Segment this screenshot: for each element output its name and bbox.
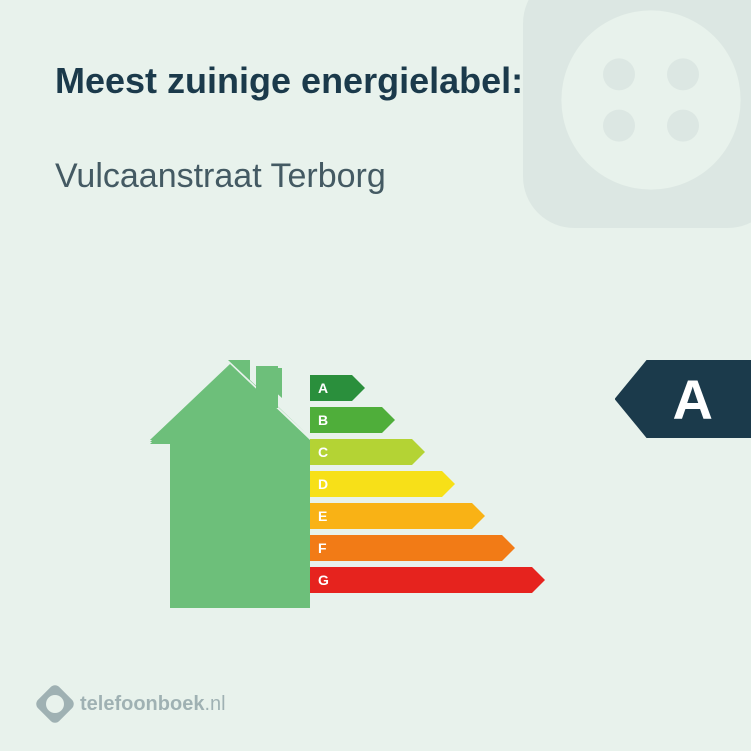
footer-text: telefoonboek.nl [80,693,226,716]
footer-brand: telefoonboek.nl [40,689,226,719]
energy-bar-label: B [310,407,395,433]
energy-bar-d: D [310,471,545,497]
energy-bar-label: C [310,439,425,465]
energy-bar-label: E [310,503,485,529]
energy-bar-a: A [310,375,545,401]
selected-energy-letter: A [673,367,713,432]
energy-bar-label: A [310,375,365,401]
card-title: Meest zuinige energielabel: [55,60,696,102]
energy-bar-c: C [310,439,545,465]
energy-bar-label: F [310,535,515,561]
house-icon-clean [150,360,310,610]
card-subtitle: Vulcaanstraat Terborg [55,157,696,196]
energy-bars: ABCDEFG [310,375,545,599]
energy-bar-b: B [310,407,545,433]
energy-bar-e: E [310,503,545,529]
footer-brand-light: .nl [204,693,225,715]
energy-bar-label: D [310,471,455,497]
energy-bar-g: G [310,567,545,593]
infographic-card: Meest zuinige energielabel: Vulcaanstraa… [0,0,751,751]
footer-brand-bold: telefoonboek [80,693,204,715]
energy-bar-label: G [310,567,545,593]
footer-logo-icon [34,683,76,725]
energy-bar-f: F [310,535,545,561]
